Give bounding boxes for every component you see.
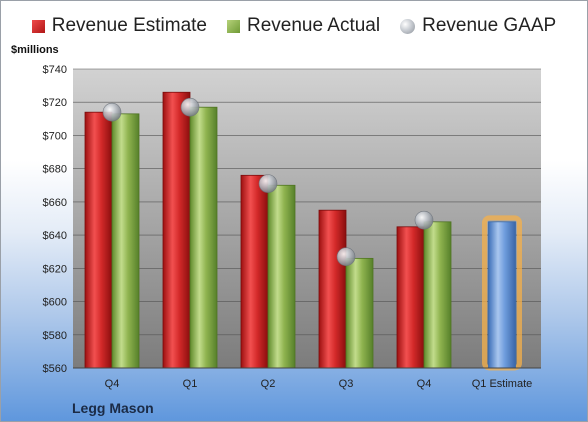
y-tick-label: $580 <box>43 330 67 342</box>
legend-item-gaap: Revenue GAAP <box>400 15 556 37</box>
gaap-marker <box>180 97 200 117</box>
y-tick-label: $680 <box>43 164 67 176</box>
y-tick-label: $720 <box>43 97 67 109</box>
legend-swatch-estimate <box>31 19 45 33</box>
x-tick-label: Q1 Estimate <box>472 378 533 390</box>
x-tick-label: Q3 <box>339 378 354 390</box>
actual-bar <box>423 221 452 369</box>
company-name: Legg Mason <box>72 400 154 416</box>
estimate-bar <box>318 209 347 369</box>
y-axis-unit-label: $millions <box>11 44 59 56</box>
y-tick-label: $560 <box>43 363 67 375</box>
y-tick-label: $660 <box>43 197 67 209</box>
actual-bar <box>189 106 218 369</box>
actual-bar <box>267 184 296 369</box>
y-tick-label: $640 <box>43 230 67 242</box>
legend-item-actual: Revenue Actual <box>227 15 380 37</box>
estimate-bar <box>162 91 191 369</box>
projected-bar <box>488 221 516 369</box>
legend-label-estimate: Revenue Estimate <box>51 15 207 36</box>
y-tick-label: $620 <box>43 263 67 275</box>
estimate-bar <box>240 174 269 369</box>
y-tick-label: $600 <box>43 297 67 309</box>
legend-label-actual: Revenue Actual <box>247 15 381 36</box>
gaap-marker <box>258 174 278 193</box>
gaap-marker <box>414 210 434 230</box>
legend-item-estimate: Revenue Estimate <box>31 15 207 37</box>
x-tick-label: Q1 <box>183 378 198 390</box>
legend-marker-gaap <box>400 18 416 34</box>
actual-bar <box>345 257 374 369</box>
plot-area <box>73 69 541 368</box>
legend-swatch-actual <box>227 19 240 33</box>
estimate-bar <box>84 111 113 369</box>
actual-bar <box>111 113 140 369</box>
legend: Revenue Estimate Revenue Actual Revenue … <box>1 15 587 37</box>
estimate-bar <box>396 226 425 369</box>
gaap-marker <box>102 102 122 122</box>
x-tick-label: Q4 <box>105 378 120 390</box>
y-tick-label: $700 <box>43 130 67 142</box>
x-tick-label: Q4 <box>417 378 432 390</box>
legend-label-gaap: Revenue GAAP <box>422 15 557 36</box>
x-tick-label: Q2 <box>261 378 276 390</box>
y-tick-label: $740 <box>43 64 67 76</box>
gaap-marker <box>336 247 356 267</box>
